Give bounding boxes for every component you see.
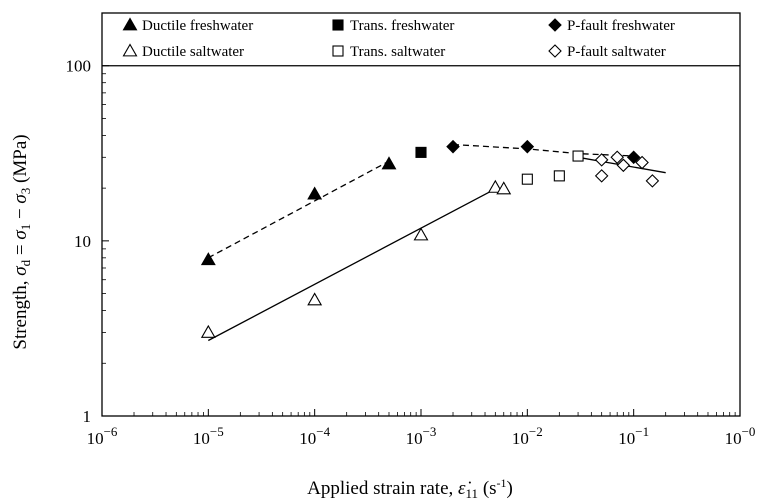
x-tick-label: 10−4	[299, 424, 330, 448]
marker-square-open	[521, 173, 533, 185]
marker-triangle-filled	[381, 156, 397, 170]
legend-label: Trans. freshwater	[350, 18, 454, 34]
axis-ticks: 10−6 10−5 10−4 10−3 10−2 10−1 10−0 1 10 100	[66, 12, 756, 448]
legend-marker-triangle	[122, 17, 138, 31]
y-axis-label: Strength, σd = σ1 − σ3 (MPa)	[10, 134, 33, 349]
fit-line-dashed	[452, 143, 634, 157]
plot-frame	[101, 12, 741, 417]
x-tick-label: 10−3	[406, 424, 437, 448]
marker-diamond-filled	[626, 150, 641, 165]
legend-marker-square	[332, 45, 344, 57]
x-tick-label: 10−1	[618, 424, 649, 448]
legend-marker-diamond	[548, 44, 562, 58]
marker-triangle-filled	[307, 186, 323, 200]
x-tick-label: 10−0	[725, 424, 756, 448]
marker-triangle-open	[200, 324, 216, 338]
marker-triangle-open	[413, 227, 429, 241]
legend: Ductile freshwater Trans. freshwater P-fau…	[122, 17, 675, 60]
legend-label: P-fault saltwater	[567, 44, 666, 60]
fit-line-solid	[207, 188, 496, 342]
legend-label: Trans. saltwater	[350, 44, 445, 60]
legend-marker-square	[332, 19, 344, 31]
x-tick-label: 10−6	[87, 424, 118, 448]
x-tick-label: 10−2	[512, 424, 543, 448]
data-markers	[200, 139, 660, 338]
marker-diamond-open	[645, 174, 660, 188]
legend-marker-diamond	[548, 18, 562, 32]
marker-triangle-filled	[200, 252, 216, 266]
marker-diamond-open	[594, 153, 609, 167]
fit-line-dashed	[207, 160, 390, 259]
marker-square-open	[572, 150, 584, 162]
x-axis-label: Applied strain rate, ε̇11 (s-1)	[307, 476, 513, 501]
marker-diamond-filled	[446, 139, 460, 154]
legend-marker-triangle	[122, 43, 138, 57]
legend-label: Ductile freshwater	[142, 18, 253, 34]
legend-label: Ductile saltwater	[142, 44, 244, 60]
marker-triangle-open	[496, 181, 512, 195]
marker-diamond-open	[635, 155, 649, 170]
marker-square-open	[553, 170, 565, 182]
plot-border	[101, 12, 741, 417]
marker-diamond-open	[610, 150, 624, 165]
marker-diamond-open	[616, 158, 631, 173]
y-tick-label: 10	[74, 232, 91, 251]
y-tick-label: 1	[83, 407, 92, 426]
legend-label: P-fault freshwater	[567, 18, 675, 34]
marker-triangle-open	[487, 179, 503, 193]
marker-triangle-open	[307, 292, 323, 306]
marker-diamond-filled	[520, 139, 535, 154]
y-tick-label: 100	[66, 57, 92, 76]
x-tick-label: 10−5	[193, 424, 224, 448]
marker-diamond-open	[594, 169, 609, 183]
marker-square-filled	[415, 146, 427, 158]
